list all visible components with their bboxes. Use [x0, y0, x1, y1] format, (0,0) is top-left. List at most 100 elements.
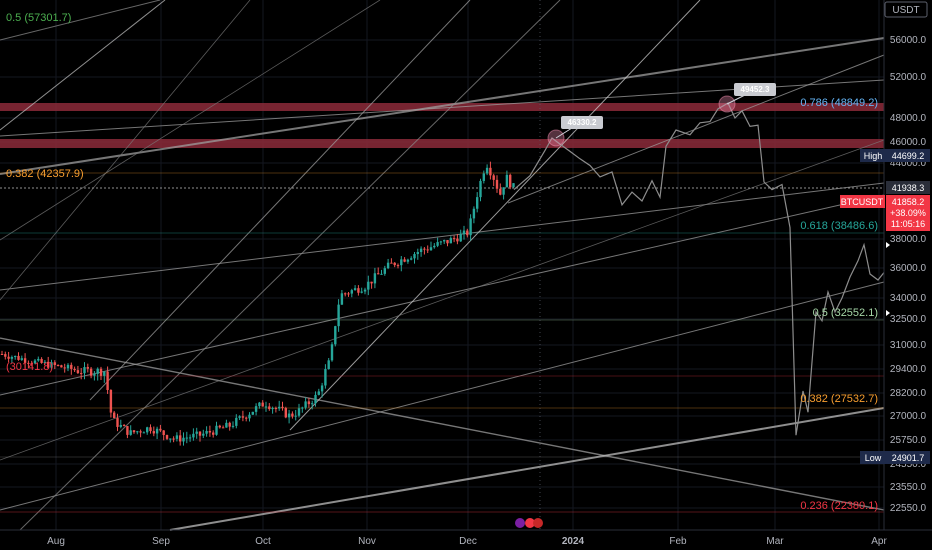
candle-body — [185, 437, 188, 439]
candle-body — [4, 354, 7, 357]
price-tick-label: 27000.0 — [890, 411, 927, 422]
flag-marker-icon-2[interactable] — [533, 518, 543, 528]
price-tick-label: 25750.0 — [890, 435, 927, 446]
time-tick-label: Sep — [152, 536, 170, 547]
candle-body — [208, 430, 212, 433]
currency-box[interactable] — [884, 1, 928, 18]
price-tick-label: 34000.0 — [890, 293, 927, 304]
price-tick-label: 38000.0 — [890, 234, 927, 245]
time-tick-label: Dec — [459, 536, 477, 547]
fib-label-right: 0.236 (22380.1) — [800, 500, 878, 512]
fib-label-right: 0.382 (27532.7) — [800, 393, 878, 405]
candle-body — [495, 179, 499, 189]
candle-body — [268, 406, 271, 410]
candle-body — [380, 273, 383, 275]
callout-box[interactable] — [734, 83, 776, 96]
candle-body — [50, 362, 53, 368]
candle-body — [179, 435, 182, 442]
price-tick-label: 46000.0 — [890, 137, 927, 148]
last-price: 41858.2 — [892, 197, 925, 207]
candle-body — [93, 373, 96, 376]
trend-lines — [0, 0, 885, 531]
bar-timer: 11:05:16 — [891, 219, 925, 229]
candle-body — [314, 394, 317, 404]
dotted-value-box — [886, 181, 930, 194]
high-label: High — [864, 151, 883, 161]
candle-body — [499, 188, 502, 195]
scroll-arrow-icon-2[interactable] — [886, 310, 890, 316]
trend-line — [19, 0, 561, 531]
candle-body — [235, 417, 238, 426]
candle-body — [202, 433, 205, 436]
candle-body — [30, 363, 33, 365]
high-value: 44699.2 — [892, 151, 925, 161]
time-tick-label: Feb — [669, 536, 687, 547]
event-marker-icon[interactable] — [515, 518, 525, 528]
symbol-tag-box[interactable] — [840, 195, 885, 208]
fib-label-left: (30141.8) — [6, 361, 53, 373]
candle-body — [27, 362, 30, 364]
candle-body — [126, 426, 129, 435]
price-axis[interactable] — [884, 0, 932, 530]
candle-body — [479, 180, 482, 198]
candle-body — [0, 354, 4, 355]
candle-body — [251, 411, 254, 415]
candle-body — [426, 249, 429, 251]
candle-body — [20, 358, 23, 360]
candle-body — [195, 431, 198, 434]
candle-body — [357, 288, 360, 293]
candle-body — [261, 402, 264, 407]
candle-body — [360, 291, 363, 293]
candle-body — [122, 425, 126, 427]
callout-box[interactable] — [561, 116, 603, 129]
price-tick-label: 32500.0 — [890, 314, 927, 325]
trend-line — [89, 0, 471, 401]
candle-body — [10, 357, 14, 359]
price-tick-label: 52000.0 — [890, 72, 927, 83]
candle-body — [159, 428, 162, 431]
candle-body — [155, 428, 159, 434]
candle-body — [99, 368, 103, 376]
price-change: +38.09% — [890, 208, 926, 218]
scroll-arrow-icon[interactable] — [886, 242, 890, 248]
candle-body — [221, 427, 225, 429]
resistance-zone-lower — [0, 139, 884, 148]
candle-body — [152, 431, 155, 434]
trend-line — [0, 281, 885, 511]
time-ticks[interactable]: Aug Sep Oct Nov Dec 2024 Feb Mar Apr — [47, 536, 887, 547]
candle-body — [393, 262, 396, 266]
candle-body — [419, 248, 423, 253]
candle-body — [225, 422, 228, 428]
price-tick-label: 36000.0 — [890, 263, 927, 274]
candle-body — [400, 259, 403, 266]
candle-body — [14, 355, 17, 358]
candle-body — [456, 238, 459, 242]
candle-body — [149, 427, 152, 432]
candle-body — [205, 430, 208, 434]
flag-marker-icon[interactable] — [525, 518, 535, 528]
fib-label-right: 0.618 (38486.6) — [800, 220, 878, 232]
candle-body — [274, 408, 278, 410]
candle-body — [377, 273, 380, 275]
candle-body — [403, 259, 406, 262]
callout-label: 49452.3 — [741, 85, 770, 94]
candle-body — [142, 432, 146, 434]
candle-body — [116, 418, 119, 427]
candle-body — [406, 259, 410, 262]
candle-body — [462, 230, 466, 235]
trend-line — [169, 407, 885, 531]
price-tick-label: 31000.0 — [890, 340, 927, 351]
price-tick-label: 23550.0 — [890, 482, 927, 493]
candle-body — [436, 242, 439, 246]
candle-body — [383, 268, 386, 274]
price-tick-label: 44000.0 — [890, 158, 927, 169]
candle-body — [264, 406, 268, 408]
candle-body — [80, 373, 83, 375]
candle-body — [271, 408, 274, 410]
candle-body — [136, 431, 139, 433]
candle-body — [466, 230, 469, 236]
candle-body — [23, 358, 27, 363]
candle-body — [413, 254, 416, 259]
candles — [0, 161, 515, 446]
